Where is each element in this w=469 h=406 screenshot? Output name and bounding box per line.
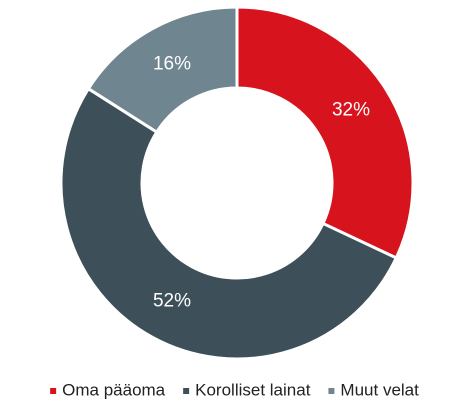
slice-label: 52% xyxy=(153,290,191,311)
legend-label: Muut velat xyxy=(340,380,419,399)
legend-marker xyxy=(50,388,57,394)
legend-marker xyxy=(183,388,190,394)
donut-slice xyxy=(235,5,415,260)
legend-label: Korolliset lainat xyxy=(195,380,311,399)
legend-label: Oma pääoma xyxy=(62,380,166,399)
slice-label: 16% xyxy=(153,54,191,75)
legend-marker xyxy=(328,388,335,394)
donut-slice xyxy=(59,86,399,361)
slice-label: 32% xyxy=(332,100,370,121)
donut-slice xyxy=(86,5,239,135)
